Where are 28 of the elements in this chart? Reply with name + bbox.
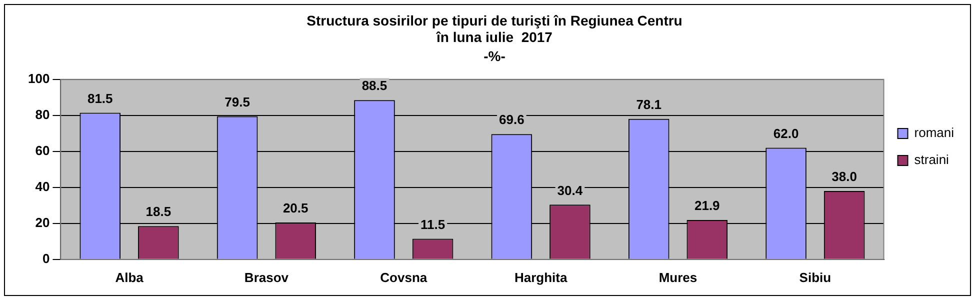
x-tick-label: Alba — [115, 270, 144, 285]
y-tick-label: 100 — [28, 70, 50, 86]
data-label: 81.5 — [87, 90, 113, 106]
legend-label: straini — [914, 152, 950, 168]
chart-subtitle: -%- — [484, 48, 506, 64]
x-tick-label: Brasov — [244, 270, 290, 285]
legend-label: romani — [914, 125, 954, 140]
data-label: 20.5 — [282, 200, 308, 216]
y-tick-label: 0 — [42, 250, 50, 266]
x-tick-label: Sibiu — [799, 270, 832, 285]
data-label: 38.0 — [832, 169, 857, 184]
chart-title: Structura sosirilor pe tipuri de turişti în Regiunea Centru în luna iulie 2017 — [306, 12, 682, 46]
y-tick-label: 20 — [35, 214, 50, 230]
data-label: 88.5 — [362, 78, 388, 94]
data-label: 30.4 — [557, 182, 584, 198]
data-label: 18.5 — [146, 204, 172, 220]
x-tick-label: Mures — [658, 270, 698, 285]
x-tick-label: Harghita — [514, 270, 568, 285]
data-label: 62.0 — [773, 126, 799, 141]
y-tick-label: 60 — [35, 142, 50, 158]
data-label: 78.1 — [636, 96, 662, 112]
data-label: 11.5 — [420, 216, 446, 232]
data-label: 21.9 — [694, 198, 720, 214]
data-label: 69.6 — [499, 112, 524, 128]
data-label: 79.5 — [224, 94, 250, 110]
y-tick-label: 40 — [35, 178, 50, 194]
y-tick-label: 80 — [35, 106, 50, 122]
x-tick-label: Covsna — [380, 270, 428, 285]
